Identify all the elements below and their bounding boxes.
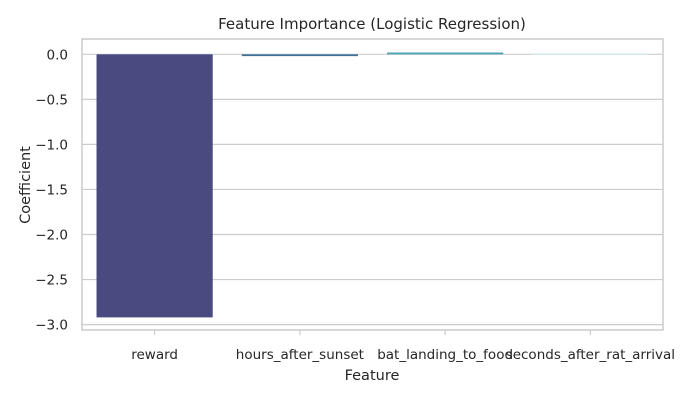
y-tick-label: −0.5 <box>35 92 68 108</box>
x-tick-label-hours_after_sunset: hours_after_sunset <box>236 347 364 363</box>
bar-reward <box>96 54 213 318</box>
x-tick-label-seconds_after_rat_arrival: seconds_after_rat_arrival <box>506 347 675 363</box>
y-tick-label: −2.5 <box>35 273 68 289</box>
chart-title: Feature Importance (Logistic Regression) <box>218 15 526 33</box>
plot-frame <box>81 38 664 331</box>
y-tick-label: −2.0 <box>35 228 68 244</box>
bar-bat_landing_to_food <box>387 52 504 55</box>
y-tick-label: 0.0 <box>47 47 68 63</box>
x-tick-labels: reward hours_after_sunset bat_landing_to_f… <box>131 330 675 363</box>
y-tick-labels: 0.0 −0.5 −1.0 −1.5 −2.0 −2.5 −3.0 <box>35 47 68 333</box>
x-tick-label-bat_landing_to_food: bat_landing_to_food <box>377 347 513 363</box>
y-axis-label: Coefficient <box>18 146 34 224</box>
bar-hours_after_sunset <box>241 54 358 57</box>
y-tick-label: −1.0 <box>35 137 68 153</box>
x-axis-label: Feature <box>345 368 400 384</box>
y-tick-label: −3.0 <box>35 318 68 334</box>
x-tick-label-reward: reward <box>131 347 178 363</box>
bar-seconds_after_rat_arrival <box>532 53 649 55</box>
y-tick-label: −1.5 <box>35 182 68 198</box>
bars <box>96 52 649 318</box>
